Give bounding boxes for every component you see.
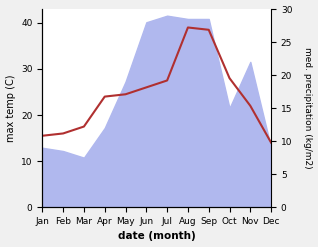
- Y-axis label: max temp (C): max temp (C): [5, 74, 16, 142]
- Y-axis label: med. precipitation (kg/m2): med. precipitation (kg/m2): [303, 47, 313, 169]
- X-axis label: date (month): date (month): [118, 231, 196, 242]
